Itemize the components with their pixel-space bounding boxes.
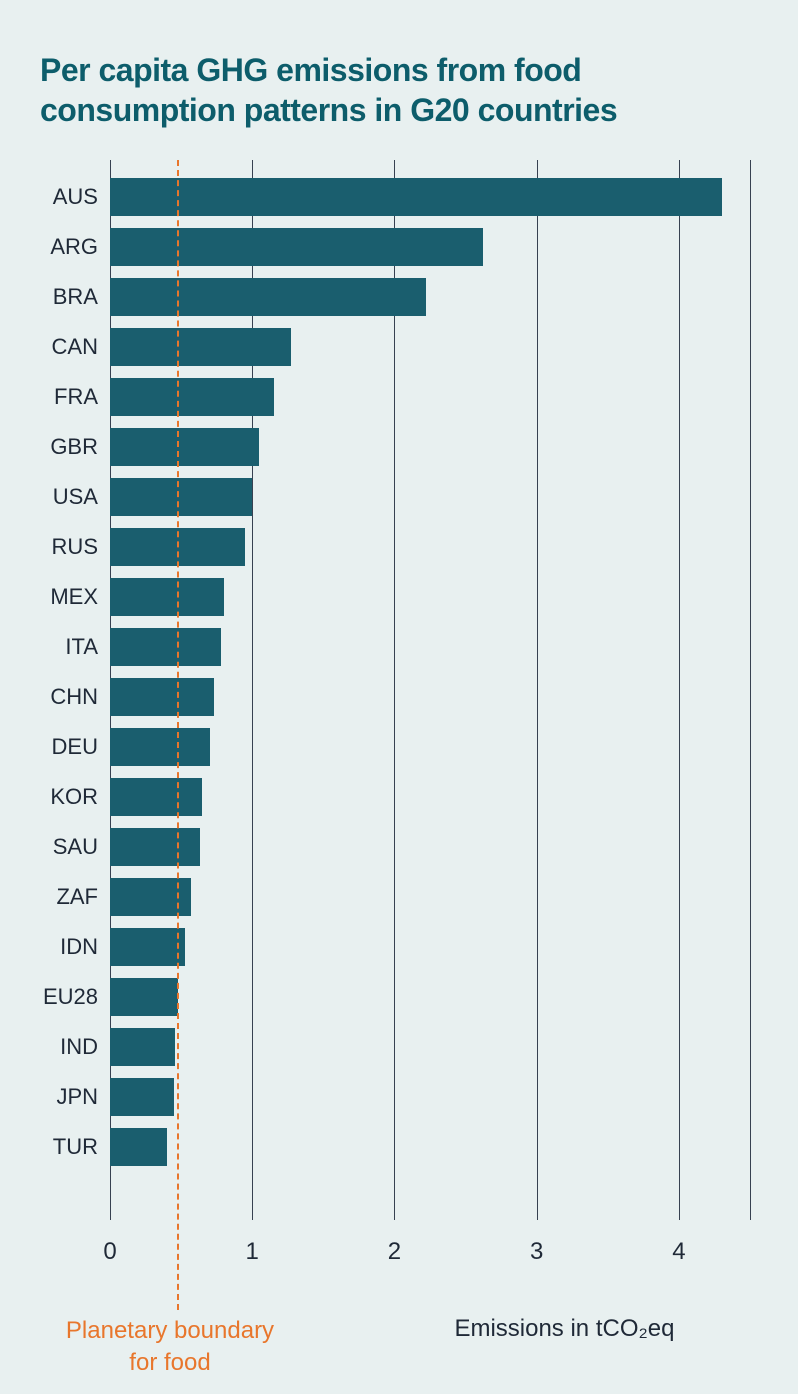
- bar-label: USA: [53, 484, 110, 510]
- x-tick: 0: [103, 1238, 116, 1266]
- bar-row: CHN: [110, 678, 214, 716]
- bar-label: ARG: [50, 234, 110, 260]
- bar: [110, 978, 178, 1016]
- bar: [110, 328, 291, 366]
- bar-label: FRA: [54, 384, 110, 410]
- bar-label: SAU: [53, 834, 110, 860]
- bar: [110, 1128, 167, 1166]
- bar-label: MEX: [50, 584, 110, 610]
- bar-label: CHN: [50, 684, 110, 710]
- bar: [110, 278, 426, 316]
- gridline: [679, 160, 680, 1220]
- bar: [110, 1028, 175, 1066]
- planetary-boundary-label: Planetary boundaryfor food: [40, 1315, 300, 1380]
- chart-area: 01234AUSARGBRACANFRAGBRUSARUSMEXITACHNDE…: [110, 160, 758, 1220]
- gridline: [537, 160, 538, 1220]
- bar: [110, 878, 191, 916]
- gridline: [750, 160, 751, 1220]
- bar-label: CAN: [52, 334, 110, 360]
- bar-row: TUR: [110, 1128, 167, 1166]
- bar: [110, 178, 722, 216]
- bar-row: USA: [110, 478, 252, 516]
- chart-title: Per capita GHG emissions from food consu…: [40, 50, 758, 130]
- bar-row: IDN: [110, 928, 185, 966]
- bar: [110, 428, 259, 466]
- x-tick: 1: [246, 1238, 259, 1266]
- bar-label: ITA: [65, 634, 110, 660]
- bar-row: GBR: [110, 428, 259, 466]
- bar-row: KOR: [110, 778, 202, 816]
- bar-label: DEU: [52, 734, 110, 760]
- bar-label: IND: [60, 1034, 110, 1060]
- bar-row: JPN: [110, 1078, 174, 1116]
- bar-label: BRA: [53, 284, 110, 310]
- bar-label: EU28: [43, 984, 110, 1010]
- bar-row: ITA: [110, 628, 221, 666]
- plot-region: 01234AUSARGBRACANFRAGBRUSARUSMEXITACHNDE…: [110, 160, 750, 1220]
- bar: [110, 728, 210, 766]
- bar-row: AUS: [110, 178, 722, 216]
- bar: [110, 828, 200, 866]
- bar-row: ZAF: [110, 878, 191, 916]
- bar-row: DEU: [110, 728, 210, 766]
- bar-label: GBR: [50, 434, 110, 460]
- bar-label: TUR: [53, 1134, 110, 1160]
- bar-row: SAU: [110, 828, 200, 866]
- bar-row: IND: [110, 1028, 175, 1066]
- x-tick: 2: [388, 1238, 401, 1266]
- bar-label: AUS: [53, 184, 110, 210]
- x-axis-label: Emissions in tCO₂eq: [454, 1315, 674, 1343]
- bar-label: RUS: [52, 534, 110, 560]
- bar-row: ARG: [110, 228, 483, 266]
- bar: [110, 578, 224, 616]
- x-tick: 3: [530, 1238, 543, 1266]
- bar: [110, 378, 274, 416]
- bar: [110, 928, 185, 966]
- bar-row: BRA: [110, 278, 426, 316]
- bar-row: MEX: [110, 578, 224, 616]
- bar-label: KOR: [50, 784, 110, 810]
- gridline: [394, 160, 395, 1220]
- bar-row: EU28: [110, 978, 178, 1016]
- bar: [110, 678, 214, 716]
- bar-label: IDN: [60, 934, 110, 960]
- bar-label: JPN: [56, 1084, 110, 1110]
- bar: [110, 778, 202, 816]
- gridline: [252, 160, 253, 1220]
- bar: [110, 228, 483, 266]
- planetary-boundary-line: [177, 160, 179, 1310]
- x-tick: 4: [672, 1238, 685, 1266]
- bar: [110, 1078, 174, 1116]
- bar: [110, 478, 252, 516]
- bar-row: CAN: [110, 328, 291, 366]
- bar-label: ZAF: [56, 884, 110, 910]
- bar-row: FRA: [110, 378, 274, 416]
- bar: [110, 628, 221, 666]
